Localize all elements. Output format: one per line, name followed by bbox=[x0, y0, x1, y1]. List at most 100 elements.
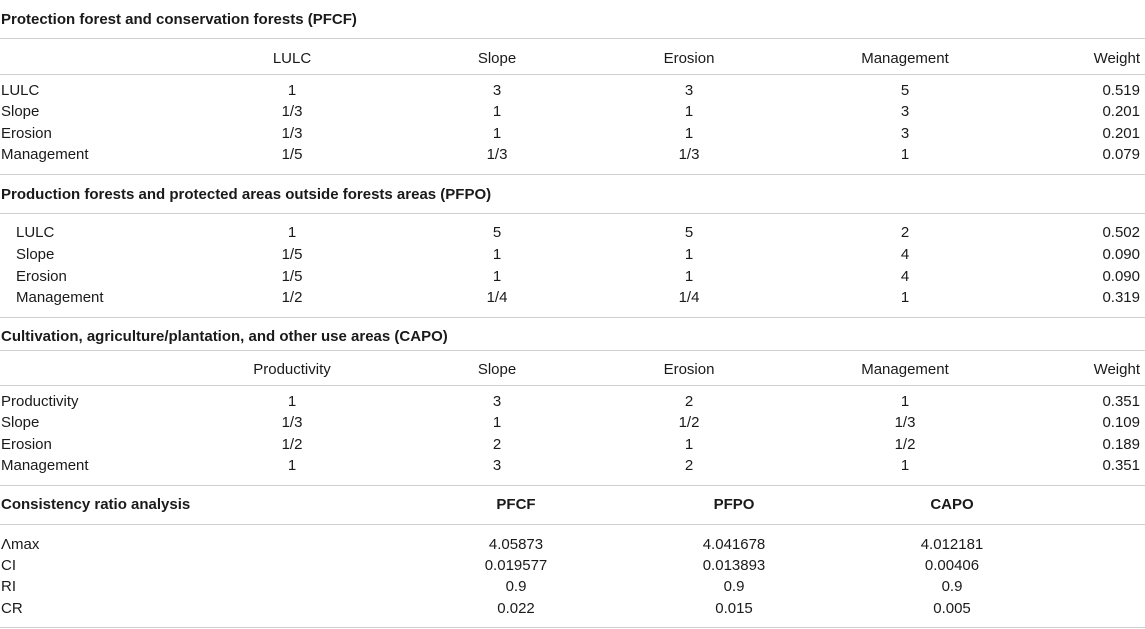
header-cell: CAPO bbox=[930, 496, 974, 513]
row-label: LULC bbox=[16, 224, 55, 241]
table-cell: 1/4 bbox=[678, 289, 700, 306]
table-cell: 1/5 bbox=[281, 246, 303, 263]
header-cell: Erosion bbox=[663, 50, 715, 67]
table-cell: 0.090 bbox=[1102, 268, 1140, 285]
table-cell: 0.9 bbox=[941, 578, 963, 595]
table-cell: 1/2 bbox=[894, 436, 916, 453]
table-cell: 0.013893 bbox=[702, 557, 766, 574]
table-row: Slope 1/5 1 1 4 0.090 bbox=[0, 244, 1145, 266]
table-cell: 0.319 bbox=[1102, 289, 1140, 306]
table-cell: 0.022 bbox=[497, 600, 535, 617]
table-cell: 1/5 bbox=[281, 268, 303, 285]
header-cell: Slope bbox=[477, 361, 517, 378]
table-cell: 0.351 bbox=[1102, 457, 1140, 474]
table-cell: 1 bbox=[287, 457, 297, 474]
divider bbox=[0, 524, 1145, 525]
table-cell: 0.090 bbox=[1102, 246, 1140, 263]
row-label: Slope bbox=[16, 246, 55, 263]
table-header-row: Productivity Slope Erosion Management We… bbox=[0, 359, 1145, 381]
table-cell: 3 bbox=[492, 393, 502, 410]
table-cell: 1/3 bbox=[678, 146, 700, 163]
section-title-consistency: Consistency ratio analysis bbox=[1, 496, 191, 513]
row-label: Slope bbox=[1, 414, 40, 431]
table-cell: 1 bbox=[684, 125, 694, 142]
header-cell: Productivity bbox=[253, 361, 331, 378]
table-row: Management 1 3 2 1 0.351 bbox=[0, 455, 1145, 477]
table-cell: 4 bbox=[900, 268, 910, 285]
table-header-row: LULC Slope Erosion Management Weight bbox=[0, 48, 1145, 70]
header-cell: LULC bbox=[272, 50, 312, 67]
table-cell: 1 bbox=[900, 393, 910, 410]
table-cell: 0.109 bbox=[1102, 414, 1140, 431]
table-cell: 1/3 bbox=[281, 103, 303, 120]
table-row: Erosion 1/3 1 1 3 0.201 bbox=[0, 123, 1145, 145]
row-label: Λmax bbox=[1, 536, 40, 553]
divider bbox=[0, 174, 1145, 175]
table-cell: 0.00406 bbox=[924, 557, 980, 574]
table-cell: 0.201 bbox=[1102, 103, 1140, 120]
table-cell: 1 bbox=[492, 268, 502, 285]
table-row: LULC 1 5 5 2 0.502 bbox=[0, 222, 1145, 244]
table-cell: 1 bbox=[684, 436, 694, 453]
table-cell: 3 bbox=[900, 125, 910, 142]
table-cell: 1/4 bbox=[486, 289, 508, 306]
table-cell: 5 bbox=[492, 224, 502, 241]
table-cell: 1/5 bbox=[281, 146, 303, 163]
table-cell: 1 bbox=[492, 103, 502, 120]
row-label: LULC bbox=[1, 82, 40, 99]
table-cell: 2 bbox=[684, 457, 694, 474]
divider bbox=[0, 317, 1145, 318]
section-title-pfpo: Production forests and protected areas o… bbox=[1, 186, 492, 203]
table-cell: 1/2 bbox=[281, 289, 303, 306]
row-label: Productivity bbox=[1, 393, 79, 410]
table-cell: 1 bbox=[492, 414, 502, 431]
table-cell: 1 bbox=[684, 246, 694, 263]
table-cell: 1 bbox=[900, 289, 910, 306]
table-cell: 3 bbox=[492, 82, 502, 99]
divider bbox=[0, 627, 1145, 628]
table-row: Productivity 1 3 2 1 0.351 bbox=[0, 391, 1145, 413]
consistency-header-row: Consistency ratio analysis PFCF PFPO CAP… bbox=[0, 494, 1145, 516]
section-title-capo: Cultivation, agriculture/plantation, and… bbox=[1, 328, 448, 345]
table-row: Management 1/2 1/4 1/4 1 0.319 bbox=[0, 287, 1145, 309]
row-label: Management bbox=[1, 457, 89, 474]
table-row: Erosion 1/2 2 1 1/2 0.189 bbox=[0, 434, 1145, 456]
table-cell: 0.201 bbox=[1102, 125, 1140, 142]
table-row: LULC 1 3 3 5 0.519 bbox=[0, 80, 1145, 102]
table-cell: 3 bbox=[900, 103, 910, 120]
table-cell: 1/2 bbox=[281, 436, 303, 453]
table-cell: 4.041678 bbox=[702, 536, 766, 553]
header-cell: Slope bbox=[477, 50, 517, 67]
row-label: CR bbox=[1, 600, 23, 617]
table-cell: 1 bbox=[287, 393, 297, 410]
row-label: Erosion bbox=[16, 268, 67, 285]
table-row: CR 0.022 0.015 0.005 bbox=[0, 598, 1145, 620]
table-cell: 0.9 bbox=[723, 578, 745, 595]
table-cell: 4.05873 bbox=[488, 536, 544, 553]
table-cell: 0.351 bbox=[1102, 393, 1140, 410]
table-row: Λmax 4.05873 4.041678 4.012181 bbox=[0, 534, 1145, 556]
table-cell: 3 bbox=[684, 82, 694, 99]
table-cell: 1 bbox=[900, 457, 910, 474]
table-row: Erosion 1/5 1 1 4 0.090 bbox=[0, 266, 1145, 288]
table-cell: 1 bbox=[684, 103, 694, 120]
table-cell: 1/3 bbox=[894, 414, 916, 431]
table-cell: 5 bbox=[684, 224, 694, 241]
divider bbox=[0, 350, 1145, 351]
row-label: RI bbox=[1, 578, 16, 595]
table-cell: 0.005 bbox=[933, 600, 971, 617]
table-cell: 1/3 bbox=[486, 146, 508, 163]
row-label: Erosion bbox=[1, 436, 52, 453]
header-cell: Weight bbox=[1093, 361, 1140, 378]
header-cell: Management bbox=[861, 50, 949, 67]
table-cell: 0.015 bbox=[715, 600, 753, 617]
table-cell: 1 bbox=[492, 125, 502, 142]
table-cell: 0.519 bbox=[1102, 82, 1140, 99]
table-row: CI 0.019577 0.013893 0.00406 bbox=[0, 555, 1145, 577]
table-cell: 1 bbox=[287, 82, 297, 99]
table-cell: 0.189 bbox=[1102, 436, 1140, 453]
table-row: RI 0.9 0.9 0.9 bbox=[0, 576, 1145, 598]
table-row: Slope 1/3 1 1/2 1/3 0.109 bbox=[0, 412, 1145, 434]
row-label: Management bbox=[1, 146, 89, 163]
